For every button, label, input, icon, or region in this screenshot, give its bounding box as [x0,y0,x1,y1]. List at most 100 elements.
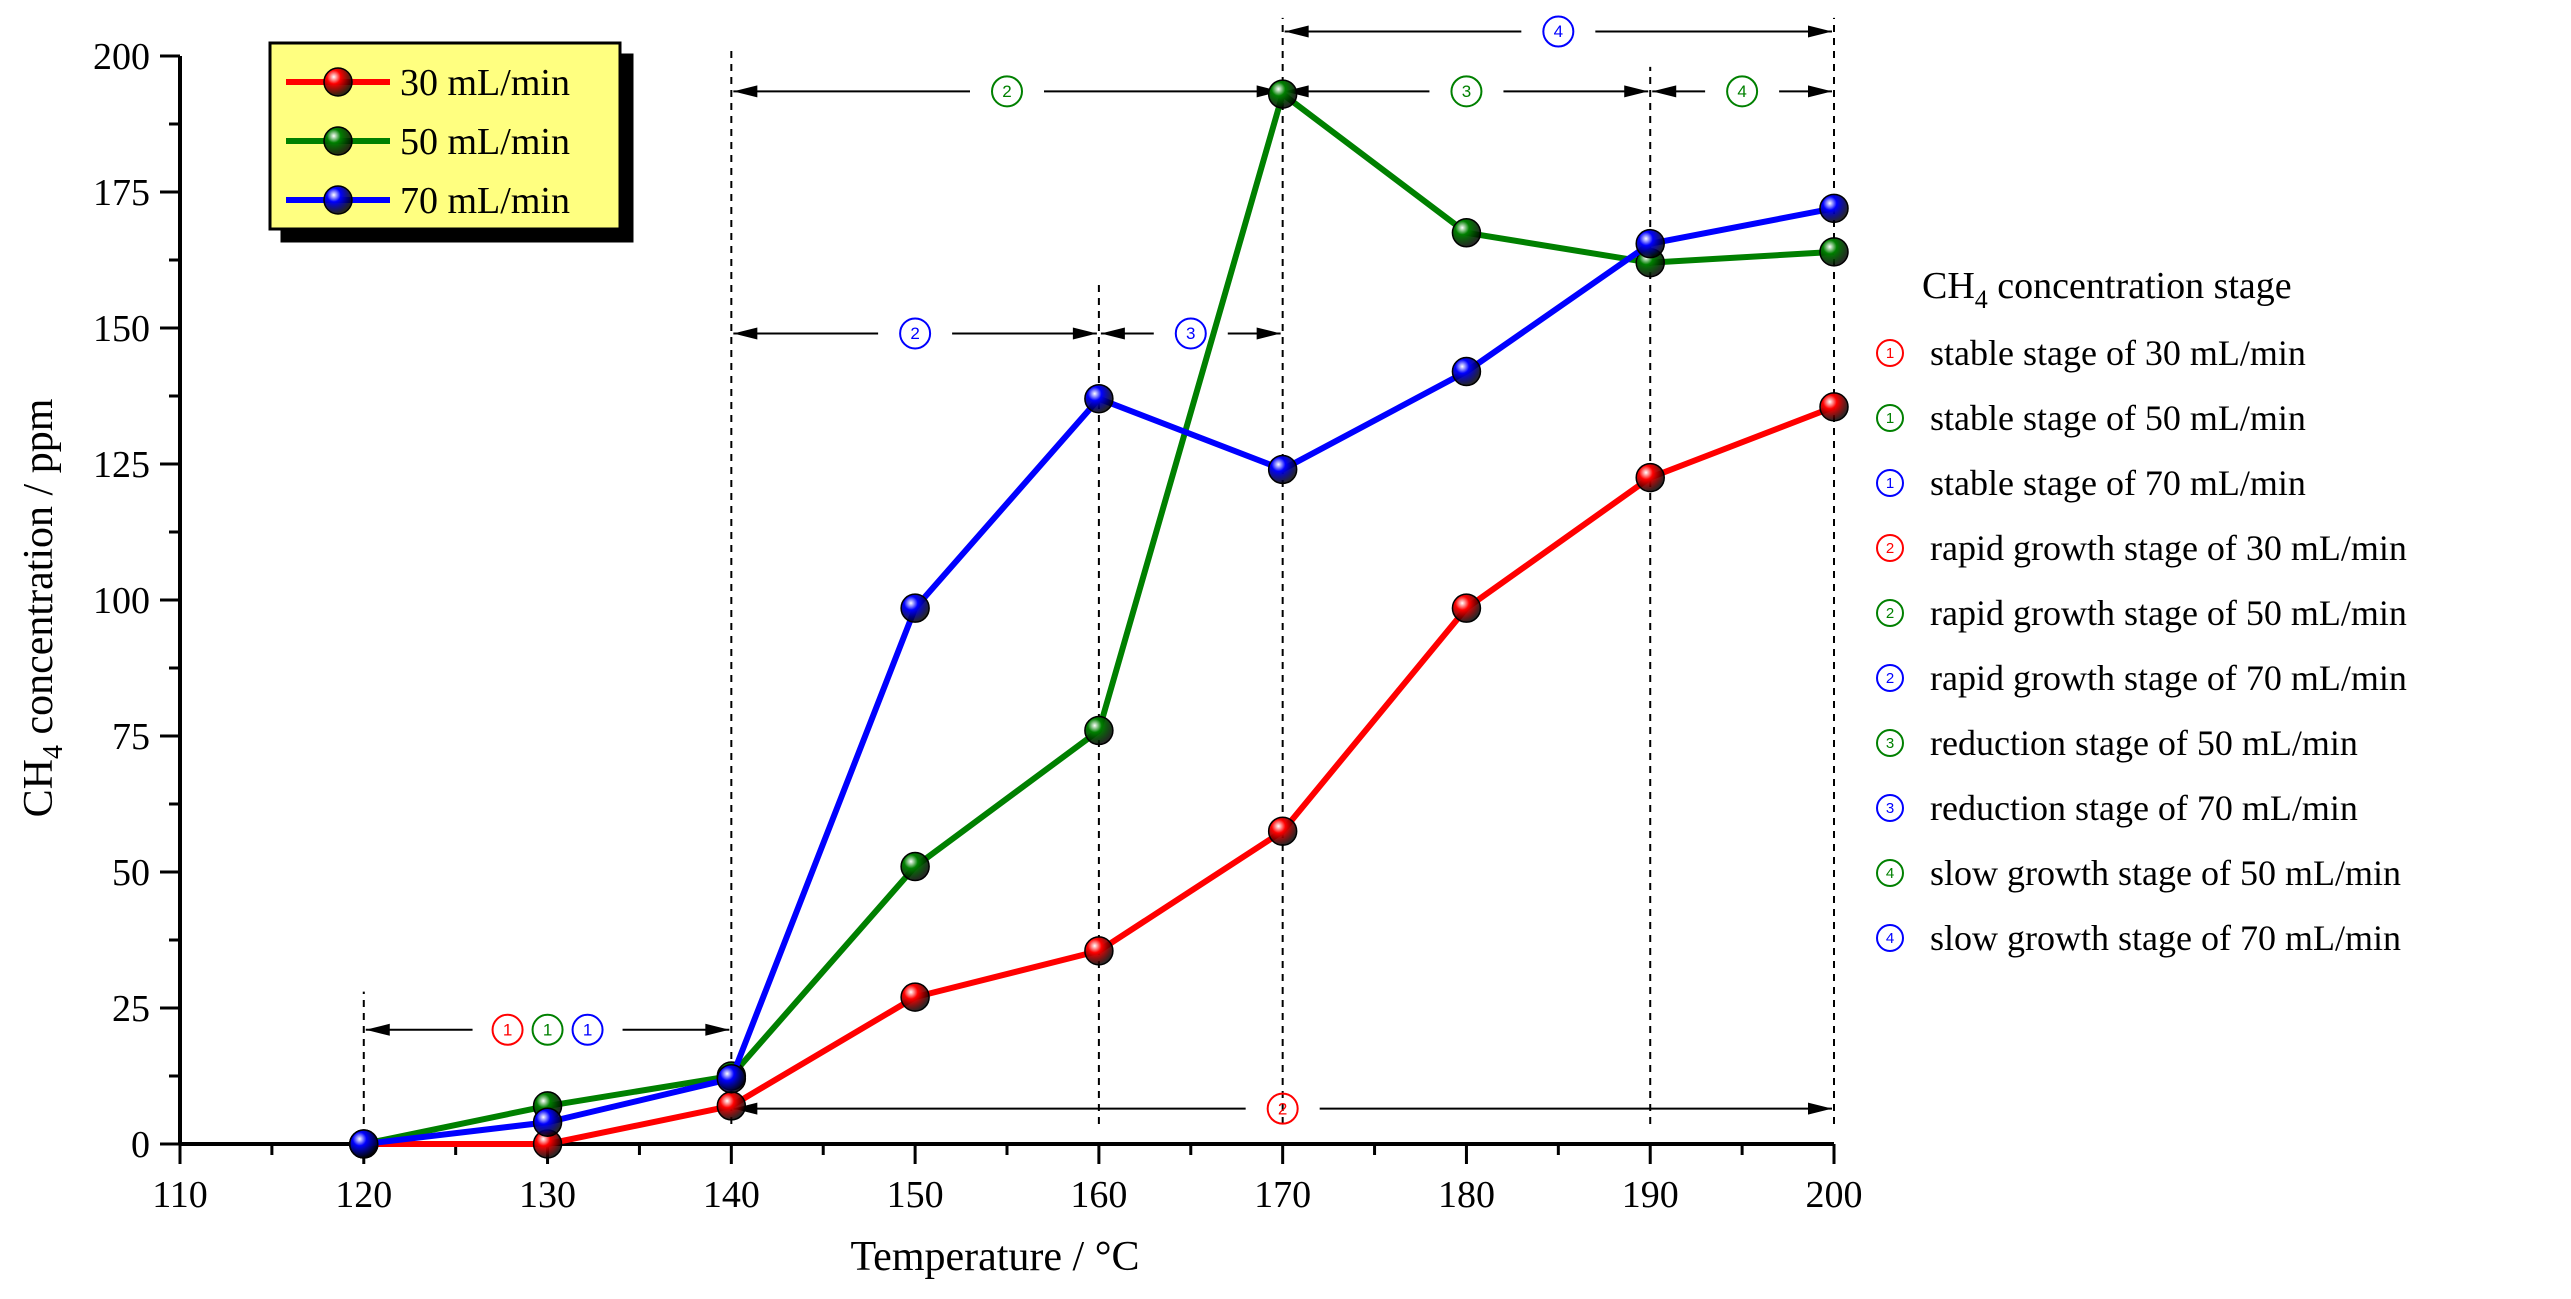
series-70-ml-min [349,193,1849,1159]
data-point [900,593,930,623]
series-50-ml-min [349,79,1849,1159]
stage-legend-label: slow growth stage of 50 mL/min [1930,853,2401,893]
circled-number-ring [491,1013,524,1046]
arrowhead-left [1652,85,1677,98]
circled-number-ring [1266,1092,1299,1125]
circled-number-digit: 2 [910,324,919,343]
data-point [716,1063,747,1094]
stage-legend-label: rapid growth stage of 70 mL/min [1930,658,2407,698]
circled-number-ring [1174,317,1207,350]
stage-legend-marker: 3 [1876,729,1904,757]
data-point [1451,218,1482,248]
circled-number-digit: 3 [1462,82,1471,101]
stage-legend-marker: 4 [1876,924,1904,952]
stage-legend-label: rapid growth stage of 30 mL/min [1930,528,2407,568]
stage-legend-marker: 2 [1876,599,1904,627]
x-tick-label: 110 [152,1174,208,1216]
arrowhead-left [733,327,758,340]
y-tick-label: 25 [112,988,150,1030]
circled-number-ring [1876,794,1904,822]
x-tick-label: 200 [1806,1174,1863,1216]
y-tick-label: 200 [93,36,150,78]
arrowhead-left [733,85,758,98]
stage-arrow-label: 2 [991,75,1023,108]
stage-arrow: 4 [1284,15,1832,48]
stage-legend: CH4 concentration stage 1 stable stage of… [1876,265,2407,958]
x-tick-label: 140 [703,1174,760,1216]
stage-arrow-label: 3 [1450,75,1483,108]
stage-arrow-label: 2 [899,317,932,350]
circled-number-ring [531,1013,564,1046]
stage-legend-entry: 2 rapid growth stage of 30 mL/min [1876,528,2407,568]
arrowhead-right [1808,85,1832,98]
stage-arrow: 3 [1100,317,1281,350]
legend-label: 70 mL/min [400,180,570,222]
stage-legend-label: stable stage of 50 mL/min [1930,398,2306,438]
circled-number-ring [571,1013,604,1046]
circled-number-ring [1876,404,1904,432]
data-point [532,1107,563,1137]
circled-number-ring [1876,339,1904,367]
data-point [1084,936,1114,966]
circled-number-digit: 2 [1886,670,1894,687]
legend-entry: 30 mL/min [286,62,570,104]
legend-marker [323,185,353,215]
circled-number-digit: 2 [1278,1099,1287,1118]
stage-arrow-label: 1 [491,1013,524,1046]
circled-number-ring [1450,75,1483,108]
axes: 110 120 130 140 150 160 170 180 190 200 0 25 50 75 100… [93,36,1863,1216]
arrowhead-left [365,1023,390,1036]
x-tick-label: 160 [1070,1174,1127,1216]
data-point [1267,816,1298,846]
stage-arrow: 2 [733,317,1097,350]
circled-number-digit: 3 [1886,735,1894,752]
stage-legend-entry: 3 reduction stage of 70 mL/min [1876,788,2358,828]
arrowhead-right [705,1023,730,1036]
series-legend: 30 mL/min 50 mL/min 70 mL/min [268,41,622,231]
y-tick-label: 75 [112,716,150,758]
arrowhead-right [1072,327,1097,340]
stage-legend-label: reduction stage of 70 mL/min [1930,788,2358,828]
circled-number-digit: 1 [543,1020,552,1039]
stage-arrow: 2 [733,75,1281,108]
circled-number-ring [1876,859,1904,887]
stage-arrow: 3 [1284,75,1649,108]
y-tick-label: 150 [93,308,150,350]
circled-number-ring [1542,15,1575,48]
stage-legend-marker: 1 [1876,469,1904,497]
y-axis-title: CH4 concentration / ppm [16,398,69,817]
stage-arrow: 1 1 1 [365,1013,730,1046]
circled-number-digit: 4 [1886,865,1894,882]
x-tick-label: 190 [1622,1174,1679,1216]
stage-legend-marker: 2 [1876,534,1904,562]
x-tick-label: 120 [335,1174,392,1216]
data-point [1084,383,1114,414]
stage-legend-title: CH4 concentration stage [1922,265,2292,314]
arrowhead-right [1808,1102,1832,1115]
stage-legend-marker: 3 [1876,794,1904,822]
stage-legend-entry: 4 slow growth stage of 50 mL/min [1876,853,2401,893]
legend-label: 30 mL/min [400,62,570,104]
x-tick-label: 150 [887,1174,944,1216]
data-point [1819,392,1849,422]
data-point [1451,356,1482,387]
data-point [1635,228,1665,259]
circled-number-ring [991,75,1023,108]
stage-legend-entry: 1 stable stage of 30 mL/min [1876,333,2306,373]
y-tick-label: 125 [93,444,150,486]
circled-number-digit: 1 [1886,345,1894,362]
legend-entry: 50 mL/min [286,121,570,163]
stage-legend-entry: 2 rapid growth stage of 70 mL/min [1876,658,2407,698]
arrowhead-right [1808,25,1832,38]
stage-legend-entry: 1 stable stage of 70 mL/min [1876,463,2306,503]
y-tick-label: 50 [112,852,150,894]
circled-number-digit: 4 [1554,22,1563,41]
data-point [349,1129,379,1159]
data-point [1819,193,1849,224]
arrowhead-left [1284,25,1309,38]
circled-number-digit: 1 [503,1020,512,1039]
x-tick-label: 180 [1438,1174,1495,1216]
y-axis-title-subscript: 4 [38,745,69,759]
stage-arrow-label: 4 [1542,15,1575,48]
data-series [349,79,1849,1159]
